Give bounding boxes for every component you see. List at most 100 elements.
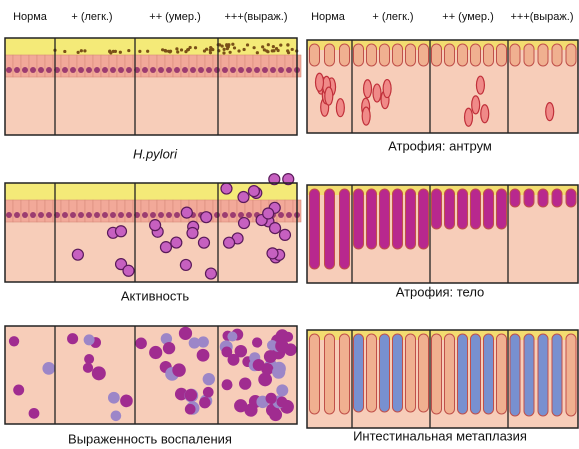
nucleus <box>286 212 292 218</box>
inflammatory-cell <box>269 408 283 422</box>
bacterium <box>208 48 212 52</box>
epithelial-cell <box>12 199 22 223</box>
nucleus <box>246 67 252 73</box>
bacterium <box>266 43 270 47</box>
gland <box>551 333 563 417</box>
bacterium <box>205 47 209 51</box>
epithelial-cell <box>60 54 70 78</box>
bacterium <box>76 50 80 54</box>
gland <box>537 333 549 417</box>
inflammatory-cell <box>107 391 120 404</box>
inflammatory-cell <box>199 397 211 409</box>
nucleus <box>62 67 68 73</box>
gland <box>418 43 429 67</box>
neutrophil <box>237 216 251 230</box>
deep-gland <box>314 72 325 92</box>
gland <box>392 333 403 413</box>
inflammatory-cell <box>239 377 252 390</box>
bacterium <box>274 46 279 51</box>
inflammatory-cell <box>196 348 210 362</box>
gland <box>366 188 377 250</box>
epithelial-cell <box>44 54 54 78</box>
bacterium <box>290 47 294 52</box>
inflammatory-cell <box>82 362 94 373</box>
deep-gland <box>362 79 373 99</box>
epithelial-cell <box>228 54 238 78</box>
gland <box>353 43 364 67</box>
inflammatory-cell <box>28 407 40 419</box>
bacterium <box>211 48 215 52</box>
gland <box>565 188 577 208</box>
bacterium <box>261 45 265 49</box>
gland <box>405 333 416 413</box>
bacterium <box>245 43 250 47</box>
nucleus <box>286 67 292 73</box>
nucleus <box>270 67 276 73</box>
gland <box>339 43 350 67</box>
inflammatory-cell <box>275 329 289 343</box>
inflammatory-cell <box>188 337 200 349</box>
nucleus <box>278 212 284 218</box>
bacterium <box>146 49 150 53</box>
nucleus <box>158 212 164 218</box>
inflammatory-cell <box>42 361 56 375</box>
bacterium <box>237 49 241 53</box>
epithelial-cell <box>20 199 30 223</box>
nucleus <box>182 67 188 73</box>
neutrophil <box>237 190 250 204</box>
inflammatory-cell <box>263 350 277 363</box>
inflammatory-cell <box>234 344 248 358</box>
nucleus <box>174 212 180 218</box>
nucleus <box>222 212 228 218</box>
neutrophil <box>170 236 183 249</box>
panel-border <box>306 39 579 134</box>
epithelial-cell <box>28 199 38 223</box>
gland <box>379 43 390 67</box>
bacterium <box>79 49 83 53</box>
gland <box>523 188 535 208</box>
epithelial-cell <box>244 54 254 78</box>
nucleus <box>142 212 148 218</box>
epithelial-cell <box>116 199 126 223</box>
nucleus <box>78 67 84 73</box>
nucleus <box>118 212 124 218</box>
nucleus <box>166 67 172 73</box>
nucleus <box>126 67 132 73</box>
gland <box>353 188 364 250</box>
bacterium <box>222 51 226 55</box>
gland <box>523 333 535 417</box>
nucleus <box>70 212 76 218</box>
epithelial-cell <box>124 199 134 223</box>
deep-gland <box>382 78 392 99</box>
bacterium <box>63 49 67 54</box>
gland <box>483 43 494 67</box>
epithelial-cell <box>140 54 150 78</box>
inflammatory-cell <box>276 384 289 397</box>
neutrophil <box>268 221 282 235</box>
panel-caption: Выраженность воспаления <box>68 431 232 446</box>
nucleus <box>158 67 164 73</box>
inflammatory-cell <box>172 363 186 377</box>
gland <box>418 333 429 413</box>
bacterium <box>193 46 198 50</box>
epithelial-cell <box>76 199 86 223</box>
epithelial-cell <box>124 54 134 78</box>
epithelial-cell <box>92 199 102 223</box>
column-header: ++ (умер.) <box>442 11 493 23</box>
gland <box>324 188 335 270</box>
epithelial-cell <box>84 199 94 223</box>
inflammatory-cell <box>234 399 248 413</box>
epithelial-cell <box>204 54 214 78</box>
column-header: ++ (умер.) <box>149 11 200 23</box>
nucleus <box>150 212 156 218</box>
bacterium <box>175 47 179 51</box>
bacterium <box>231 42 235 46</box>
nucleus <box>6 212 12 218</box>
inflammatory-cell <box>272 365 286 379</box>
gland <box>379 188 390 250</box>
neutrophil <box>122 264 135 277</box>
gland <box>565 43 577 67</box>
panel-border <box>4 37 298 136</box>
nucleus <box>278 67 284 73</box>
